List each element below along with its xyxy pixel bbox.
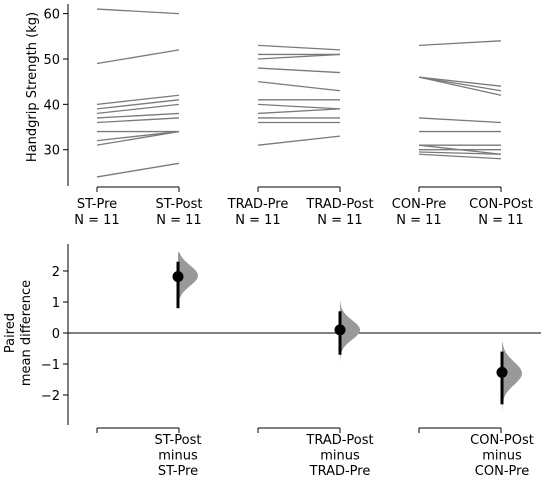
top-x-tick-label: ST-Pre bbox=[77, 197, 117, 212]
top-x-tick-label: TRAD-Post bbox=[305, 197, 373, 212]
paired-observation-line bbox=[257, 135, 341, 146]
top-x-n-label: N = 11 bbox=[156, 213, 201, 228]
paired-observation-line bbox=[418, 40, 502, 47]
paired-observation-line bbox=[257, 67, 341, 74]
bottom-y-tick-label: −1 bbox=[41, 358, 60, 373]
comparison-label-line: CON-POst bbox=[470, 433, 534, 448]
comparison-label-line: minus bbox=[158, 449, 198, 464]
top-x-n-label: N = 11 bbox=[396, 213, 441, 228]
paired-observation-line bbox=[96, 103, 180, 115]
bottom-y-tick-label: 2 bbox=[52, 265, 60, 280]
comparison-label-line: TRAD-Post bbox=[305, 433, 373, 448]
paired-observation-line bbox=[257, 81, 341, 92]
paired-observation-line bbox=[257, 103, 341, 110]
paired-observation-line bbox=[257, 44, 341, 51]
top-y-tick-label: 50 bbox=[43, 53, 60, 68]
paired-observation-line bbox=[257, 108, 341, 115]
bootstrap-distribution bbox=[340, 300, 360, 361]
bottom-y-axis-label-line-2: mean difference bbox=[19, 280, 34, 386]
top-x-tick-label: CON-Pre bbox=[392, 197, 446, 212]
top-y-tick-label: 40 bbox=[43, 98, 60, 113]
bootstrap-distribution bbox=[502, 342, 522, 414]
top-x-tick-label: ST-Post bbox=[156, 197, 203, 212]
top-x-tick-label: CON-POst bbox=[469, 197, 533, 212]
paired-observation-line bbox=[96, 117, 180, 124]
bottom-y-tick-label: 0 bbox=[52, 327, 60, 342]
comparison-label-line: TRAD-Pre bbox=[309, 464, 371, 479]
paired-observation-line bbox=[418, 117, 502, 124]
comparison-label-line: minus bbox=[482, 449, 522, 464]
top-y-tick-label: 60 bbox=[43, 8, 60, 23]
paired-observation-line bbox=[418, 76, 502, 87]
comparison-label-line: CON-Pre bbox=[475, 464, 529, 479]
paired-observation-line bbox=[418, 151, 502, 155]
mean-difference-point bbox=[334, 324, 346, 336]
paired-observation-line bbox=[96, 112, 180, 119]
bottom-y-tick-label: 1 bbox=[52, 296, 60, 311]
top-y-axis-label: Handgrip Strength (kg) bbox=[25, 12, 40, 162]
paired-observation-line bbox=[96, 99, 180, 110]
bottom-y-axis-label-line-1: Paired bbox=[3, 313, 18, 353]
paired-observation-line bbox=[418, 153, 502, 160]
paired-observation-line bbox=[96, 130, 180, 146]
bootstrap-distribution bbox=[178, 252, 198, 316]
top-x-n-label: N = 11 bbox=[317, 213, 362, 228]
mean-difference-point bbox=[172, 271, 184, 283]
top-x-n-label: N = 11 bbox=[74, 213, 119, 228]
paired-observation-line bbox=[257, 53, 341, 60]
paired-observation-line bbox=[418, 76, 502, 92]
paired-observation-line bbox=[418, 76, 502, 96]
paired-observation-line bbox=[96, 162, 180, 178]
paired-observation-line bbox=[96, 94, 180, 105]
top-x-n-label: N = 11 bbox=[478, 213, 523, 228]
paired-observation-line bbox=[96, 8, 180, 15]
top-x-n-label: N = 11 bbox=[235, 213, 280, 228]
comparison-label-line: ST-Post bbox=[155, 433, 202, 448]
paired-observation-line bbox=[96, 130, 180, 142]
paired-observation-line bbox=[96, 49, 180, 65]
top-x-tick-label: TRAD-Pre bbox=[227, 197, 289, 212]
top-y-tick-label: 30 bbox=[43, 144, 60, 159]
comparison-label-line: ST-Pre bbox=[158, 464, 198, 479]
mean-difference-point bbox=[496, 366, 508, 378]
comparison-label-line: minus bbox=[320, 449, 360, 464]
paired-difference-panel: Paired mean difference −2−1012ST-Postmin… bbox=[3, 244, 541, 479]
bottom-y-tick-label: −2 bbox=[41, 389, 60, 404]
